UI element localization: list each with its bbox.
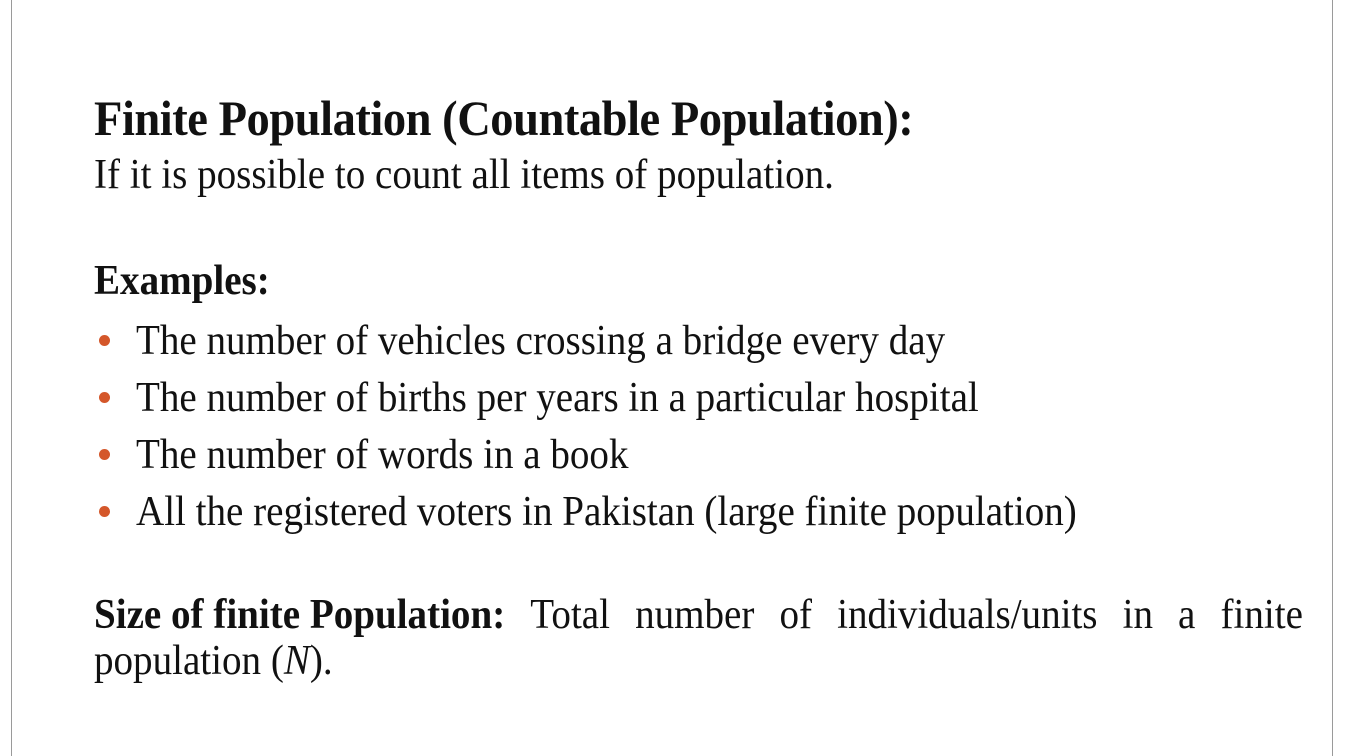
size-word: finite [1220,592,1303,638]
size-definition-line: Size of finite Population: Total number … [94,592,1303,638]
list-item-text: The number of vehicles crossing a bridge… [136,317,946,364]
bullet-icon [99,335,110,346]
size-word: of [779,592,813,638]
size-symbol: N [283,638,310,684]
bullet-icon [99,449,110,460]
size-definition-line: population (N). [94,638,1303,684]
bullet-icon [99,392,110,403]
list-item-text: The number of words in a book [136,431,629,478]
slide-content: Finite Population (Countable Population)… [94,88,1306,684]
size-text-prefix: population ( [94,638,284,684]
size-word: in [1122,592,1153,638]
examples-list: The number of vehicles crossing a bridge… [94,312,1306,540]
list-item: The number of words in a book [94,426,1306,483]
list-item: The number of vehicles crossing a bridge… [94,312,1306,369]
size-text-suffix: ). [309,638,333,684]
list-item-text: All the registered voters in Pakistan (l… [136,488,1077,535]
size-definition: Size of finite Population: Total number … [94,592,1303,684]
slide-heading: Finite Population (Countable Population)… [94,90,914,146]
size-label: Size of finite Population: [94,592,506,638]
size-word: number [635,592,755,638]
list-item: The number of births per years in a part… [94,369,1306,426]
size-word: Total [530,592,610,638]
definition-text: If it is possible to count all items of … [94,152,834,198]
size-definition-words: Size of finite Population: Total number … [94,592,1303,638]
size-word: individuals/units [837,592,1098,638]
examples-heading: Examples: [94,258,270,304]
size-word: a [1178,592,1196,638]
slide: Finite Population (Countable Population)… [11,0,1333,756]
list-item: All the registered voters in Pakistan (l… [94,483,1306,540]
bullet-icon [99,506,110,517]
list-item-text: The number of births per years in a part… [136,374,979,421]
